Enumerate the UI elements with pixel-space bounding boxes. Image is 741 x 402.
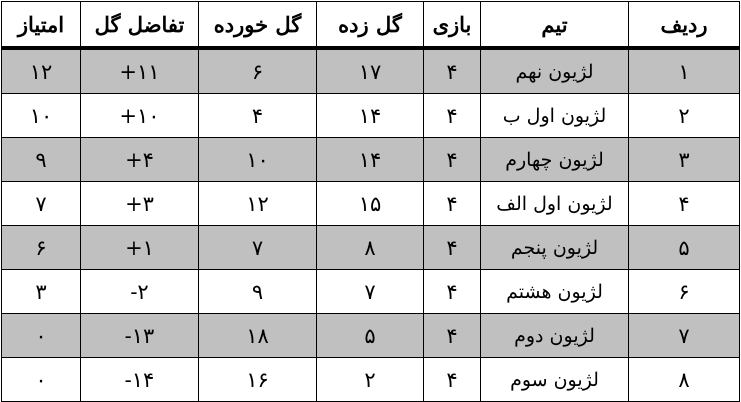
table-row: ۱ لژیون نهم ۴ ۱۷ ۶ +۱۱ ۱۲	[1, 47, 740, 94]
cell-conceded: ۱۰	[198, 137, 317, 182]
header-team: تیم	[480, 1, 629, 50]
cell-scored: ۱۵	[316, 181, 424, 226]
table-row: ۲ لژیون اول ب ۴ ۱۴ ۴ +۱۰ ۱۰	[1, 93, 740, 138]
cell-played: ۴	[423, 313, 481, 358]
table-row: ۳ لژیون چهارم ۴ ۱۴ ۱۰ +۴ ۹	[1, 137, 740, 182]
cell-rank: ۴	[628, 181, 740, 226]
table-row: ۴ لژیون اول الف ۴ ۱۵ ۱۲ +۳ ۷	[1, 181, 740, 226]
cell-played: ۴	[423, 47, 481, 94]
cell-points: ۳	[1, 269, 81, 314]
cell-rank: ۲	[628, 93, 740, 138]
cell-diff: -۱۳	[80, 313, 199, 358]
cell-conceded: ۱۲	[198, 181, 317, 226]
cell-team: لژیون دوم	[480, 313, 629, 358]
cell-points: ۱۲	[1, 47, 81, 94]
table-row: ۷ لژیون دوم ۴ ۵ ۱۸ -۱۳ ۰	[1, 313, 740, 358]
cell-team: لژیون نهم	[480, 47, 629, 94]
cell-conceded: ۹	[198, 269, 317, 314]
header-played: بازی	[423, 1, 481, 50]
table-row: ۸ لژیون سوم ۴ ۲ ۱۶ -۱۴ ۰	[1, 357, 740, 402]
cell-played: ۴	[423, 181, 481, 226]
cell-points: ۶	[1, 225, 81, 270]
table-row: ۶ لژیون هشتم ۴ ۷ ۹ -۲ ۳	[1, 269, 740, 314]
cell-played: ۴	[423, 225, 481, 270]
cell-diff: +۱	[80, 225, 199, 270]
cell-conceded: ۶	[198, 47, 317, 94]
cell-played: ۴	[423, 357, 481, 402]
cell-rank: ۱	[628, 47, 740, 94]
cell-diff: +۴	[80, 137, 199, 182]
cell-conceded: ۱۸	[198, 313, 317, 358]
cell-played: ۴	[423, 93, 481, 138]
header-row: ردیف تیم بازی گل زده گل خورده تفاضل گل ا…	[1, 1, 740, 50]
header-scored: گل زده	[316, 1, 424, 50]
cell-team: لژیون اول الف	[480, 181, 629, 226]
cell-rank: ۶	[628, 269, 740, 314]
cell-rank: ۵	[628, 225, 740, 270]
header-conceded: گل خورده	[198, 1, 317, 50]
table-row: ۵ لژیون پنجم ۴ ۸ ۷ +۱ ۶	[1, 225, 740, 270]
header-rank: ردیف	[628, 1, 740, 50]
cell-played: ۴	[423, 137, 481, 182]
cell-diff: +۳	[80, 181, 199, 226]
cell-points: ۱۰	[1, 93, 81, 138]
cell-scored: ۸	[316, 225, 424, 270]
cell-scored: ۲	[316, 357, 424, 402]
cell-conceded: ۴	[198, 93, 317, 138]
cell-scored: ۱۴	[316, 93, 424, 138]
cell-diff: +۱۰	[80, 93, 199, 138]
cell-points: ۷	[1, 181, 81, 226]
cell-diff: -۱۴	[80, 357, 199, 402]
cell-points: ۰	[1, 313, 81, 358]
cell-scored: ۷	[316, 269, 424, 314]
cell-points: ۰	[1, 357, 81, 402]
cell-rank: ۸	[628, 357, 740, 402]
cell-rank: ۷	[628, 313, 740, 358]
cell-team: لژیون هشتم	[480, 269, 629, 314]
cell-diff: -۲	[80, 269, 199, 314]
cell-scored: ۱۴	[316, 137, 424, 182]
cell-conceded: ۱۶	[198, 357, 317, 402]
cell-conceded: ۷	[198, 225, 317, 270]
header-diff: تفاضل گل	[80, 1, 199, 50]
cell-played: ۴	[423, 269, 481, 314]
cell-scored: ۱۷	[316, 47, 424, 94]
cell-team: لژیون چهارم	[480, 137, 629, 182]
cell-scored: ۵	[316, 313, 424, 358]
cell-points: ۹	[1, 137, 81, 182]
cell-team: لژیون سوم	[480, 357, 629, 402]
cell-diff: +۱۱	[80, 47, 199, 94]
cell-team: لژیون پنجم	[480, 225, 629, 270]
header-points: امتیاز	[1, 1, 81, 50]
cell-team: لژیون اول ب	[480, 93, 629, 138]
cell-rank: ۳	[628, 137, 740, 182]
